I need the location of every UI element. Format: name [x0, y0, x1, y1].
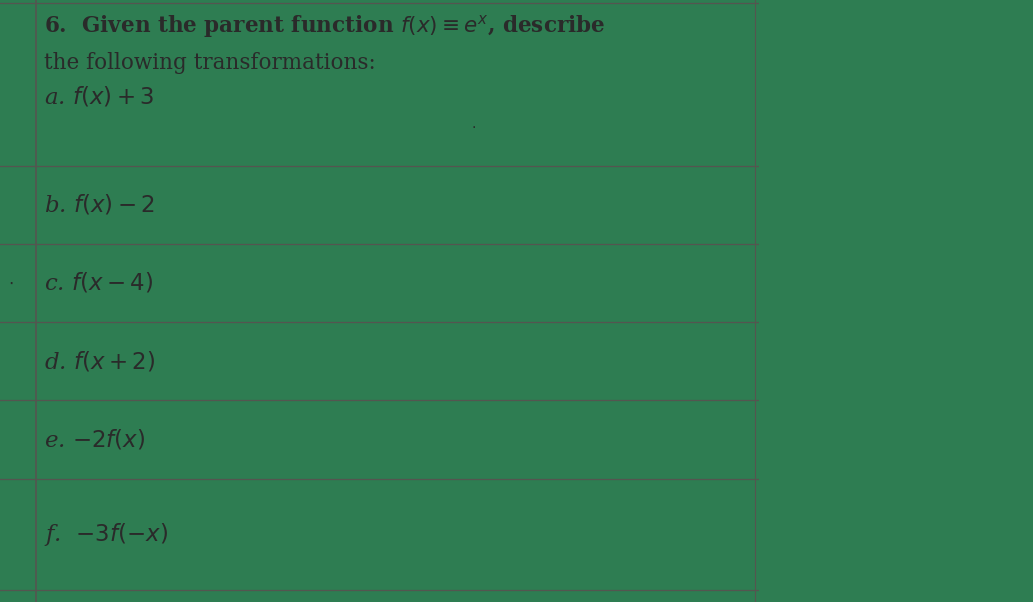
Text: 6.  Given the parent function $f(x) \equiv e^x$, describe: 6. Given the parent function $f(x) \equi…	[44, 14, 605, 40]
Text: e. $-2f(x)$: e. $-2f(x)$	[44, 427, 146, 452]
Text: f.  $-3f(-x)$: f. $-3f(-x)$	[44, 521, 168, 548]
Text: $\cdot$: $\cdot$	[471, 119, 475, 134]
Text: d. $f(x + 2)$: d. $f(x + 2)$	[44, 349, 155, 373]
Text: b. $f(x) - 2$: b. $f(x) - 2$	[44, 193, 155, 217]
Text: c. $f(x - 4)$: c. $f(x - 4)$	[44, 271, 154, 295]
Text: a. $f(x) + 3$: a. $f(x) + 3$	[44, 84, 154, 108]
Text: $\cdot$: $\cdot$	[7, 274, 13, 292]
Text: the following transformations:: the following transformations:	[44, 52, 376, 74]
